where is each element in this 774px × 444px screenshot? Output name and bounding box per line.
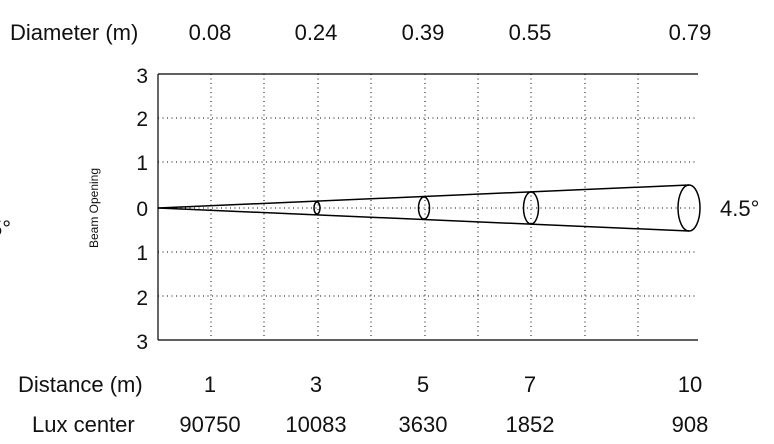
beam-opening-label: Beam Opening	[87, 168, 101, 248]
y-tick-label: 3	[136, 331, 148, 354]
y-tick-label: 2	[136, 108, 148, 131]
diameter-value-2: 0.24	[295, 20, 338, 45]
y-tick-label: 3	[136, 65, 148, 88]
lux-value-2: 10083	[285, 412, 346, 437]
distance-value-2: 3	[310, 372, 322, 397]
diameter-label: Diameter (m)	[10, 20, 138, 45]
lux-value-4: 1852	[506, 412, 555, 437]
angle-right-label: 4.5°	[720, 196, 759, 221]
plot-area	[157, 73, 701, 341]
y-tick-label: 1	[136, 242, 148, 265]
distance-label: Distance (m)	[18, 372, 143, 397]
beam-section-3m	[313, 201, 321, 215]
vertical-gridlines	[210, 74, 639, 340]
angle-left-label: 5°	[0, 216, 11, 241]
y-tick-label: 1	[136, 152, 148, 175]
distance-value-1: 1	[204, 372, 216, 397]
lux-label: Lux center	[32, 412, 135, 437]
beam-section-5m	[417, 196, 431, 220]
distance-value-4: 7	[524, 372, 536, 397]
beam-section-7m	[522, 191, 540, 225]
distance-value-3: 5	[417, 372, 429, 397]
y-tick-label: 0	[136, 198, 148, 221]
diameter-value-4: 0.55	[509, 20, 552, 45]
beam-cone	[157, 184, 701, 232]
y-tick-label: 2	[136, 287, 148, 310]
horizontal-gridlines	[158, 117, 698, 297]
diameter-value-3: 0.39	[402, 20, 445, 45]
diameter-value-5: 0.79	[669, 20, 712, 45]
lux-value-1: 90750	[179, 412, 240, 437]
diameter-value-1: 0.08	[189, 20, 232, 45]
beam-section-10m	[677, 184, 701, 232]
lux-value-5: 908	[672, 412, 709, 437]
distance-value-5: 10	[678, 372, 702, 397]
lux-value-3: 3630	[399, 412, 448, 437]
